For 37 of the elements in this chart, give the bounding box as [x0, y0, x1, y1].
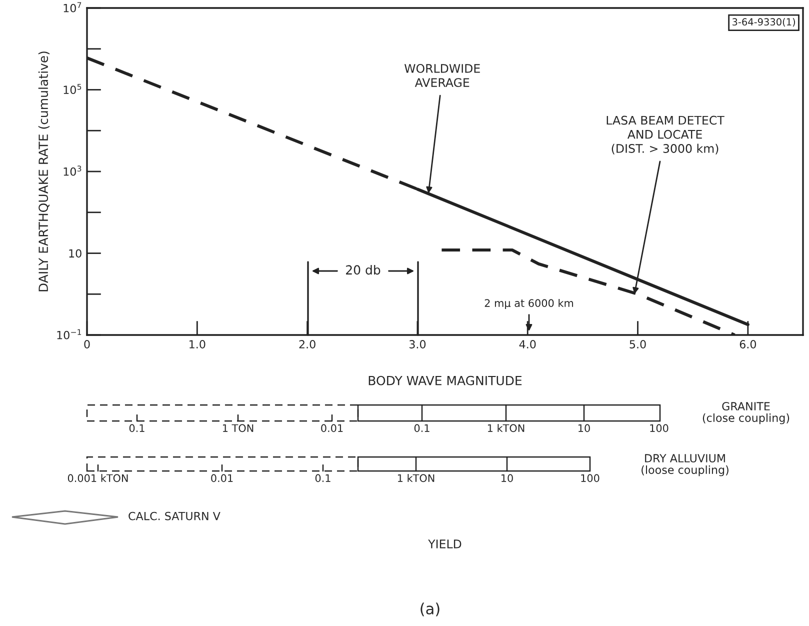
y-axis-title: DAILY EARTHQUAKE RATE (cumulative)	[38, 52, 50, 292]
text: 1 TON	[223, 424, 254, 432]
annotation: 2 mμ at 6000 km	[484, 298, 574, 310]
text: 100	[650, 424, 668, 432]
text: 0.01	[321, 424, 343, 432]
text: 100	[581, 474, 600, 482]
annotation: 20 db	[346, 264, 380, 275]
y-tick-label: 10	[69, 249, 82, 258]
y-tick-label: 10$^{5}$	[64, 84, 82, 94]
x-tick-label: 3.0	[409, 340, 426, 348]
y-tick-label: 10$^{7}$	[64, 2, 82, 12]
text: 0.001 kTON	[68, 474, 128, 482]
text: 1 kTON	[398, 474, 434, 482]
annotation: 3-64-9330(1)	[732, 18, 796, 27]
text: 0.1	[414, 424, 430, 432]
y-tick-label: 10$^{3}$	[64, 166, 82, 176]
x-tick-label: 6.0	[740, 340, 756, 348]
text: CALC. SATURN Ⅴ	[128, 512, 220, 520]
text: 10	[502, 474, 513, 482]
x-tick-label: 1.0	[190, 340, 206, 348]
text: 10	[578, 424, 590, 432]
annotation: LASA BEAM DETECT AND LOCATE (DIST. > 3000 km)	[606, 116, 724, 154]
text: 0.01	[211, 474, 233, 482]
text: 1 kTON	[488, 424, 524, 432]
text: (a)	[420, 602, 440, 616]
text: DRY ALLUVIUM (loose coupling)	[642, 454, 728, 476]
x-tick-label: 5.0	[630, 340, 646, 348]
x-tick-label: 4.0	[519, 340, 536, 348]
x-tick-label: 0	[84, 340, 90, 348]
text: 0.1	[315, 474, 330, 482]
text: GRANITE (close coupling)	[702, 402, 790, 424]
x-axis-title: BODY WAVE MAGNITUDE	[368, 376, 522, 386]
text: 0.1	[129, 424, 144, 432]
annotation: WORLDWIDE AVERAGE	[404, 64, 480, 88]
x-tick-label: 2.0	[299, 340, 316, 348]
text: YIELD	[428, 540, 462, 548]
y-tick-label: 10$^{−1}$	[57, 329, 82, 340]
